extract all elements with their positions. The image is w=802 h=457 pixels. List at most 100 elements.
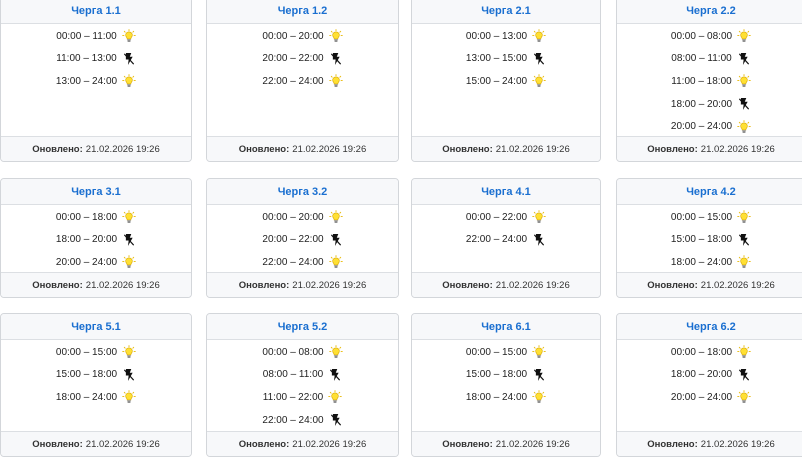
slot-list: 00:00 – 08:00 08:00 – 11:00 11:00 – 18:0… xyxy=(617,24,802,138)
bulb-on-icon xyxy=(737,345,751,358)
slot-list: 00:00 – 15:00 15:00 – 18:00 18:00 – 24:0… xyxy=(617,205,802,274)
bulb-on-icon xyxy=(532,210,546,223)
bulb-on-icon xyxy=(328,29,343,42)
schedule-card: Черга 6.2 00:00 – 18:00 18:00 – 20:00 20:… xyxy=(616,313,802,457)
schedule-card: Черга 2.2 00:00 – 08:00 08:00 – 11:00 11:… xyxy=(616,0,802,162)
time-range: 00:00 – 08:00 xyxy=(670,30,733,42)
time-slot: 00:00 – 18:00 xyxy=(56,206,136,229)
card-title: Черга 3.2 xyxy=(207,179,398,205)
power-off-icon xyxy=(330,414,341,427)
updated-label: Оновлено: xyxy=(32,279,83,291)
time-range: 20:00 – 24:00 xyxy=(670,121,733,133)
time-slot: 00:00 – 15:00 xyxy=(56,341,136,364)
time-range: 22:00 – 24:00 xyxy=(262,256,324,268)
card-footer: Оновлено: 21.02.2026 19:26 xyxy=(412,136,600,161)
time-range: 13:00 – 15:00 xyxy=(465,53,528,65)
time-range: 18:00 – 24:00 xyxy=(465,391,528,403)
time-range: 13:00 – 24:00 xyxy=(55,75,118,87)
updated-timestamp: 21.02.2026 19:26 xyxy=(700,143,775,155)
bulb-on-icon xyxy=(328,74,343,88)
updated-timestamp: 21.02.2026 19:26 xyxy=(292,438,367,450)
time-range: 18:00 – 24:00 xyxy=(670,256,733,268)
time-slot: 00:00 – 08:00 xyxy=(671,25,751,48)
card-title: Черга 5.1 xyxy=(1,314,191,340)
bulb-on-icon xyxy=(532,29,546,42)
updated-label: Оновлено: xyxy=(238,438,290,450)
time-slot: 20:00 – 22:00 xyxy=(262,229,342,252)
time-slot: 18:00 – 24:00 xyxy=(56,386,136,409)
updated-label: Оновлено: xyxy=(647,143,698,155)
card-footer: Оновлено: 21.02.2026 19:26 xyxy=(617,136,802,161)
updated-timestamp: 21.02.2026 19:26 xyxy=(495,143,570,155)
time-slot: 18:00 – 24:00 xyxy=(466,386,546,409)
time-slot: 00:00 – 11:00 xyxy=(56,25,136,48)
bulb-on-icon xyxy=(328,255,343,269)
time-slot: 20:00 – 24:00 xyxy=(671,386,751,409)
card-footer: Оновлено: 21.02.2026 19:26 xyxy=(207,431,398,456)
time-slot: 00:00 – 15:00 xyxy=(466,341,546,364)
card-title: Черга 6.2 xyxy=(617,314,802,340)
time-range: 20:00 – 24:00 xyxy=(670,391,733,403)
bulb-on-icon xyxy=(737,210,751,223)
bulb-on-icon xyxy=(532,345,546,358)
time-range: 18:00 – 20:00 xyxy=(670,369,733,381)
time-slot: 22:00 – 24:00 xyxy=(466,229,546,252)
time-slot: 00:00 – 22:00 xyxy=(466,206,546,229)
time-slot: 18:00 – 20:00 xyxy=(671,93,751,116)
updated-label: Оновлено: xyxy=(238,143,290,155)
schedule-card: Черга 1.2 00:00 – 20:00 20:00 – 22:00 22:… xyxy=(206,0,399,162)
time-range: 22:00 – 24:00 xyxy=(262,414,324,426)
bulb-on-icon xyxy=(328,390,342,404)
time-slot: 11:00 – 18:00 xyxy=(671,70,751,93)
card-title: Черга 1.2 xyxy=(207,0,398,24)
bulb-on-icon xyxy=(737,255,751,269)
time-slot: 11:00 – 22:00 xyxy=(263,386,342,409)
slot-list: 00:00 – 18:00 18:00 – 20:00 20:00 – 24:0… xyxy=(1,205,191,274)
schedule-card: Черга 5.1 00:00 – 15:00 15:00 – 18:00 18:… xyxy=(0,313,192,457)
time-slot: 13:00 – 24:00 xyxy=(56,70,136,93)
updated-label: Оновлено: xyxy=(647,438,698,450)
slot-list: 00:00 – 11:00 11:00 – 13:00 13:00 – 24:0… xyxy=(1,24,191,93)
updated-label: Оновлено: xyxy=(442,438,493,450)
card-footer: Оновлено: 21.02.2026 19:26 xyxy=(412,272,600,297)
card-footer: Оновлено: 21.02.2026 19:26 xyxy=(1,431,191,456)
slot-list: 00:00 – 22:00 22:00 – 24:00 xyxy=(412,205,600,251)
power-off-icon xyxy=(330,52,341,65)
power-off-icon xyxy=(124,368,135,381)
time-range: 00:00 – 13:00 xyxy=(465,30,528,42)
card-title: Черга 4.2 xyxy=(617,179,802,205)
time-slot: 15:00 – 24:00 xyxy=(466,70,546,93)
time-slot: 20:00 – 22:00 xyxy=(262,48,342,71)
time-range: 00:00 – 15:00 xyxy=(55,346,118,358)
time-range: 18:00 – 20:00 xyxy=(670,98,733,110)
time-slot: 22:00 – 24:00 xyxy=(262,409,342,432)
updated-label: Оновлено: xyxy=(442,279,493,291)
time-range: 11:00 – 13:00 xyxy=(56,53,117,65)
schedule-card: Черга 6.1 00:00 – 15:00 15:00 – 18:00 18:… xyxy=(411,313,601,457)
time-range: 00:00 – 18:00 xyxy=(55,211,118,223)
updated-timestamp: 21.02.2026 19:26 xyxy=(292,279,367,291)
time-range: 00:00 – 20:00 xyxy=(262,211,324,223)
time-range: 20:00 – 22:00 xyxy=(262,234,324,246)
power-off-icon xyxy=(123,52,134,65)
bulb-on-icon xyxy=(737,390,751,404)
time-slot: 22:00 – 24:00 xyxy=(262,70,343,93)
updated-label: Оновлено: xyxy=(238,279,290,291)
time-range: 00:00 – 08:00 xyxy=(262,346,324,358)
updated-timestamp: 21.02.2026 19:26 xyxy=(495,438,570,450)
time-range: 15:00 – 24:00 xyxy=(465,75,528,87)
time-range: 18:00 – 24:00 xyxy=(55,391,118,403)
schedule-card: Черга 4.1 00:00 – 22:00 22:00 – 24:00 Оно… xyxy=(411,178,601,298)
bulb-on-icon xyxy=(737,119,751,133)
card-title: Черга 5.2 xyxy=(207,314,398,340)
card-footer: Оновлено: 21.02.2026 19:26 xyxy=(412,431,600,456)
power-off-icon xyxy=(738,52,749,65)
updated-timestamp: 21.02.2026 19:26 xyxy=(292,143,367,155)
time-slot: 00:00 – 08:00 xyxy=(262,341,343,364)
time-slot: 20:00 – 24:00 xyxy=(671,115,751,138)
slot-list: 00:00 – 13:00 13:00 – 15:00 15:00 – 24:0… xyxy=(412,24,600,93)
slot-list: 00:00 – 15:00 15:00 – 18:00 18:00 – 24:0… xyxy=(412,340,600,409)
slot-list: 00:00 – 20:00 20:00 – 22:00 22:00 – 24:0… xyxy=(207,24,398,93)
time-slot: 18:00 – 24:00 xyxy=(671,251,751,274)
time-range: 00:00 – 20:00 xyxy=(262,30,324,42)
